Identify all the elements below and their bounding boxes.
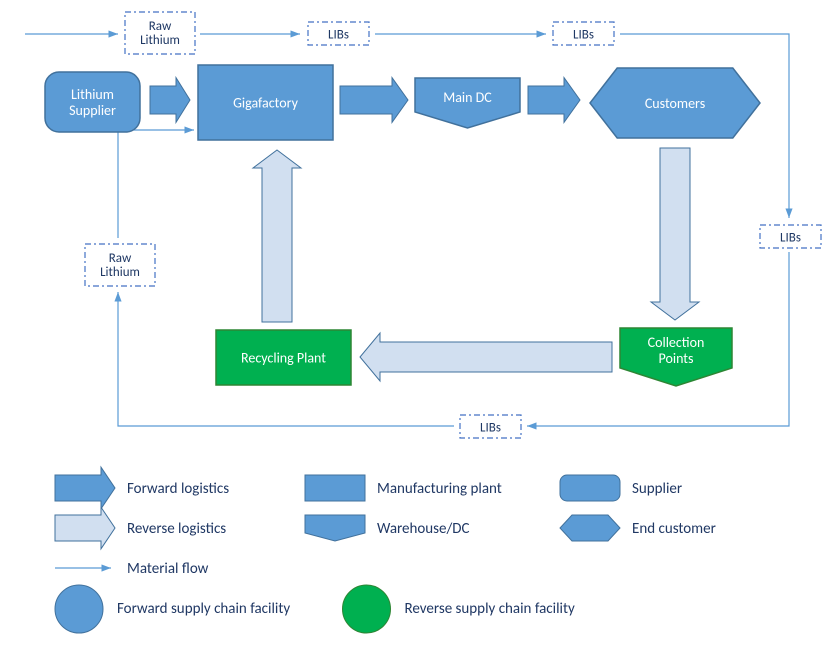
lithium-supplier-node: LithiumSupplier (45, 72, 140, 132)
legend-material-flow: Material flow (55, 560, 209, 578)
legend-reverse-logistics: Reverse logistics (55, 507, 226, 549)
customers-node: Customers (590, 68, 760, 138)
supplier-to-gigafactory-arrow (150, 78, 190, 123)
collection-to-recycling-arrow (360, 333, 612, 381)
libs-right-box: LIBs (760, 225, 821, 248)
svg-text:Reverse supply chain facility: Reverse supply chain facility (405, 600, 575, 618)
svg-text:Forward supply chain facility: Forward supply chain facility (117, 600, 290, 618)
legend-end-customer: End customer (560, 515, 716, 541)
svg-text:Main DC: Main DC (443, 89, 492, 106)
svg-text:Reverse logistics: Reverse logistics (127, 520, 226, 538)
maindc-to-customers-arrow (528, 78, 580, 123)
svg-text:Raw: Raw (149, 19, 172, 34)
recycling-to-gigafactory-arrow (253, 150, 301, 322)
libs-top-1-box: LIBs (308, 22, 369, 45)
raw-lithium-left-up (118, 130, 194, 238)
svg-text:Collection: Collection (648, 334, 705, 351)
svg-text:Material flow: Material flow (127, 560, 209, 578)
customers-to-collection-arrow (651, 148, 699, 320)
svg-text:Supplier: Supplier (632, 480, 682, 498)
raw-lithium-left-box: RawLithium (85, 244, 155, 286)
svg-text:LIBs: LIBs (328, 28, 349, 43)
supply-chain-diagram: RawLithiumLIBsLIBsRawLithiumLIBsLIBsLith… (0, 0, 828, 653)
legend-supplier: Supplier (560, 475, 682, 501)
svg-text:End customer: End customer (632, 520, 716, 538)
svg-text:Gigafactory: Gigafactory (233, 95, 299, 112)
svg-text:Points: Points (659, 350, 694, 367)
raw-lithium-top-box: RawLithium (125, 12, 195, 54)
svg-text:Supplier: Supplier (69, 102, 116, 119)
svg-text:Lithium: Lithium (140, 33, 180, 48)
legend-reverse-facility: Reverse supply chain facility (343, 585, 575, 633)
svg-text:LIBs: LIBs (573, 28, 594, 43)
legend-manufacturing-plant: Manufacturing plant (305, 475, 502, 501)
gigafactory-node: Gigafactory (198, 65, 333, 140)
libs-top-2-box: LIBs (553, 22, 614, 45)
svg-text:Lithium: Lithium (71, 86, 114, 103)
svg-text:Raw: Raw (109, 251, 132, 266)
legend-warehouse-dc: Warehouse/DC (305, 515, 470, 541)
gigafactory-to-maindc-arrow (340, 78, 408, 123)
main-dc-node: Main DC (415, 78, 520, 128)
legend-forward-facility: Forward supply chain facility (55, 585, 290, 633)
svg-text:LIBs: LIBs (480, 421, 501, 436)
recycling-plant-node: Recycling Plant (216, 330, 351, 385)
legend-forward-logistics: Forward logistics (55, 467, 229, 509)
libs-bottom-box: LIBs (460, 415, 521, 438)
svg-text:Forward logistics: Forward logistics (127, 480, 229, 498)
collection-points-node: CollectionPoints (620, 328, 732, 386)
svg-text:Customers: Customers (645, 95, 705, 112)
svg-text:LIBs: LIBs (780, 231, 801, 246)
svg-text:Warehouse/DC: Warehouse/DC (377, 520, 470, 538)
svg-text:Recycling Plant: Recycling Plant (241, 350, 326, 367)
svg-text:Manufacturing plant: Manufacturing plant (377, 480, 502, 498)
svg-text:Lithium: Lithium (100, 265, 140, 280)
